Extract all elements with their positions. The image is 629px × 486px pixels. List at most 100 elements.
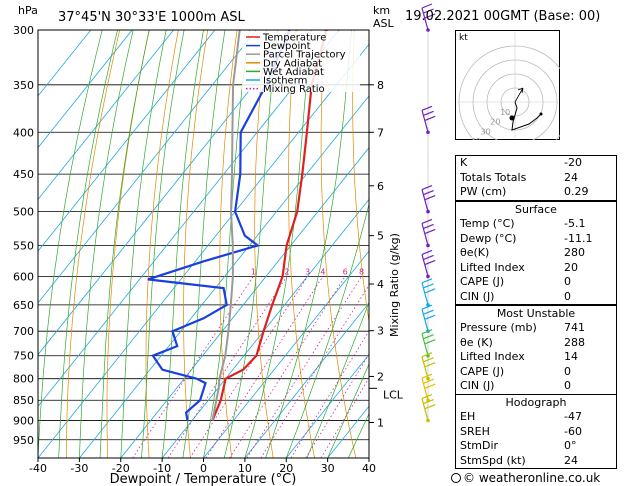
pressure-tick-350: 350: [13, 79, 34, 92]
dry-adiabat-240: [65, 30, 121, 458]
hodo-ring-label-30: 30: [481, 127, 491, 136]
dry-adiabat-270: [183, 30, 209, 458]
wind-barb-flag-8-1: [423, 357, 434, 363]
k-index-label: K: [460, 156, 468, 169]
surface-thetae-value: 280: [564, 246, 585, 259]
pressure-tick-800: 800: [13, 373, 34, 386]
wind-barb-flag-4-0: [421, 249, 433, 255]
wind-barb-flag-8-0: [421, 352, 433, 358]
dry-adiabat-410: [618, 30, 629, 458]
wind-barb-flag-0-2: [424, 13, 436, 19]
pressure-tick-750: 750: [13, 350, 34, 363]
wind-barb-flag-5-1: [423, 283, 434, 289]
isotherm--60: [38, 30, 298, 356]
pw-value: 0.29: [564, 185, 589, 198]
pressure-tick-450: 450: [13, 168, 34, 181]
wind-barb-flag-10-2: [424, 403, 436, 410]
mixing-ratio-3: [189, 276, 308, 458]
x-tick--30: -30: [70, 462, 88, 475]
hodograph-trace: [511, 101, 542, 131]
pressure-tick-550: 550: [13, 239, 34, 252]
pressure-unit-label: hPa: [18, 4, 38, 17]
mu-pressure-value: 741: [564, 321, 585, 334]
credit-line[interactable]: © weatheronline.co.uk: [451, 471, 600, 485]
legend-label-3: Dry Adiabat: [263, 58, 322, 69]
wind-barb-flag-7-0: [421, 329, 433, 335]
hodograph-params-panel: Hodograph EH -47 SREH -60 StmDir 0° StmSpd …: [455, 394, 617, 469]
sreh-label: SREH: [460, 424, 490, 438]
wind-barb-0: [421, 7, 429, 31]
totals-value: 24: [564, 170, 578, 184]
surface-dewp-label: Dewp (°C): [460, 231, 517, 245]
wind-barb-flag-7-2: [424, 339, 436, 345]
mixing-ratio-label-10: 10: [369, 267, 379, 276]
x-tick-10: 10: [238, 462, 252, 475]
wind-barb-flag-6-1: [423, 309, 434, 315]
height-tick-7: 7: [377, 126, 384, 139]
wind-barb-flag-0-1: [423, 8, 434, 14]
pressure-tick-700: 700: [13, 325, 34, 338]
wind-barb-flag-6-2: [424, 314, 436, 320]
k-index-row: K -20: [456, 156, 616, 171]
mixing-ratio-label-3: 3: [305, 267, 310, 276]
dry-adiabat-290: [254, 30, 274, 458]
mixing-ratio-label-20: 20: [412, 267, 422, 276]
wind-barb-flag-6-0: [421, 304, 433, 310]
isotherm--80: [38, 30, 216, 252]
wind-barb-flag-2-2: [424, 195, 436, 201]
location-title: 37°45'N 30°33'E 1000m ASL: [58, 10, 246, 25]
wet-adiabat--30: [79, 30, 134, 458]
wind-barb-flag-2-1: [423, 190, 434, 196]
wind-dot-0: [426, 28, 430, 32]
height-tick-8: 8: [377, 79, 384, 92]
most-unstable-panel: Most Unstable Pressure (mb) 741 θe (K) 288…: [455, 305, 617, 395]
x-tick--40: -40: [29, 462, 47, 475]
legend-label-2: Parcel Trajectory: [263, 50, 346, 61]
pressure-tick-850: 850: [13, 394, 34, 407]
surface-temp-value: -5.1: [564, 217, 586, 230]
hodo-params-title: Hodograph: [505, 396, 567, 409]
wind-barb-7: [421, 333, 429, 356]
legend-label-4: Wet Adiabat: [263, 67, 324, 78]
mixing-ratio-8: [246, 276, 362, 458]
surface-cin-value: 0: [564, 289, 571, 303]
isotherm--100: [38, 30, 133, 149]
lcl-label: LCL: [383, 388, 404, 401]
wet-adiabat-15: [265, 30, 352, 458]
wind-barb-flag-5-0: [421, 278, 433, 284]
pressure-tick-400: 400: [13, 126, 34, 139]
surface-temp-label: Temp (°C): [460, 217, 515, 230]
legend-label-6: Mixing Ratio: [263, 84, 325, 95]
x-tick--10: -10: [153, 462, 171, 475]
wet-adiabat--5: [182, 30, 226, 458]
surface-title: Surface: [515, 203, 557, 216]
pw-label: PW (cm): [460, 185, 507, 198]
x-tick-30: 30: [321, 462, 335, 475]
stmdir-value: 0°: [564, 439, 577, 452]
wind-barb-flag-5-2: [424, 288, 436, 294]
dry-adiabat-250: [106, 30, 150, 458]
series-dewpoint: [147, 30, 291, 421]
wet-adiabat--15: [141, 30, 185, 458]
height-tick-3: 3: [377, 325, 384, 338]
mu-cape-value: 0: [564, 364, 571, 378]
totals-row: Totals Totals 24: [456, 171, 616, 186]
series-temperature: [211, 30, 328, 421]
mixing-ratio-2: [167, 276, 288, 458]
mixing-ratio-label-2: 2: [284, 267, 289, 276]
wet-adiabat-0: [203, 30, 250, 458]
mu-title: Most Unstable: [496, 307, 576, 320]
mixing-ratio-1: [132, 276, 254, 458]
totals-label: Totals Totals: [460, 170, 527, 184]
dry-adiabat-310: [320, 30, 357, 458]
pressure-tick-600: 600: [13, 270, 34, 283]
isotherm--90: [38, 30, 174, 201]
wind-dot-2: [426, 209, 430, 214]
mu-thetae-value: 288: [564, 335, 585, 349]
wind-barb-flag-3-0: [421, 218, 433, 225]
dry-adiabat-300: [288, 30, 315, 458]
wet-adiabat--40: [38, 30, 103, 458]
isotherm-20: [285, 353, 369, 458]
dry-adiabat-320: [352, 30, 369, 324]
height-tick-2: 2: [377, 370, 384, 383]
